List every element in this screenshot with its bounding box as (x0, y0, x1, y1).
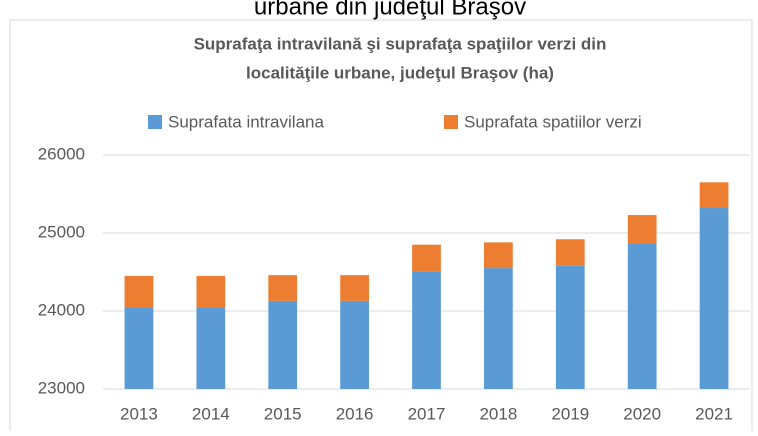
bar-segment (484, 268, 513, 389)
y-tick-label: 26000 (38, 144, 85, 163)
x-tick-label: 2018 (479, 404, 517, 423)
bar-segment (268, 275, 298, 301)
bar-segment (627, 215, 657, 244)
legend-swatch (444, 115, 458, 129)
legend-swatch (148, 115, 162, 129)
y-tick-label: 24000 (38, 300, 85, 319)
bar-segment (412, 244, 441, 272)
x-tick-label: 2017 (408, 404, 446, 423)
x-tick-label: 2021 (695, 404, 733, 423)
chart-title: Suprafaţa intravilană şi suprafaţa spaţi… (194, 34, 607, 53)
legend-label: Suprafata intravilana (168, 112, 324, 131)
x-tick-label: 2015 (264, 404, 302, 423)
x-tick-label: 2019 (551, 404, 589, 423)
bar-segment (484, 242, 513, 269)
bar-segment (124, 307, 154, 389)
bar-segment (699, 208, 729, 389)
bar-segment (627, 243, 657, 389)
y-tick-label: 25000 (38, 222, 85, 241)
chart-title: localităţile urbane, judeţul Braşov (ha) (246, 63, 554, 82)
y-tick-label: 23000 (38, 378, 85, 397)
bar-segment (124, 275, 154, 308)
bar-segment (196, 307, 226, 389)
bar-segment (555, 239, 585, 266)
x-tick-label: 2014 (192, 404, 230, 423)
bar-segment (412, 271, 441, 389)
bar-segment (196, 275, 226, 308)
bar-segment (340, 275, 369, 301)
x-tick-label: 2013 (120, 404, 158, 423)
bar-segment (555, 265, 585, 389)
bar-segment (340, 300, 369, 389)
bar-segment (268, 300, 298, 389)
legend-label: Suprafata spatiilor verzi (464, 112, 642, 131)
x-tick-label: 2016 (336, 404, 374, 423)
x-tick-label: 2020 (623, 404, 661, 423)
bar-segment (699, 182, 729, 209)
caption: urbane din judeţul Braşov (254, 0, 526, 20)
